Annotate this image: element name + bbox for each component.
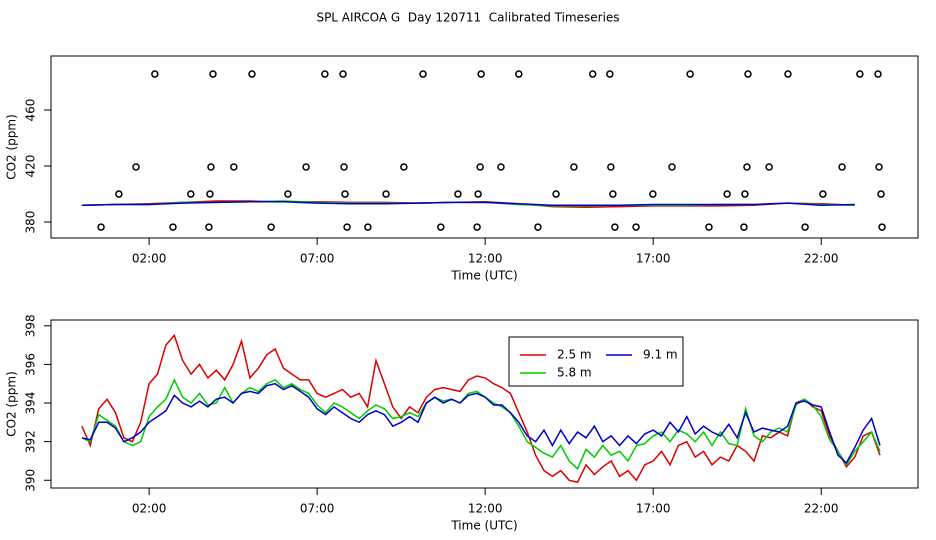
x-tick-label: 02:00 bbox=[132, 252, 167, 266]
y-tick-label: 396 bbox=[24, 353, 38, 376]
outlier-point bbox=[686, 70, 694, 78]
plot-frame bbox=[50, 319, 919, 489]
y-tick-label: 460 bbox=[24, 99, 38, 122]
outlier-point bbox=[784, 70, 792, 78]
outlier-point bbox=[534, 223, 542, 231]
outlier-point bbox=[606, 70, 614, 78]
plot-frame bbox=[50, 55, 919, 239]
outlier-point bbox=[874, 70, 882, 78]
y-axis-title: CO2 (ppm) bbox=[5, 371, 19, 437]
x-axis-title: Time (UTC) bbox=[450, 519, 517, 533]
outlier-point bbox=[838, 163, 846, 171]
x-tick-label: 22:00 bbox=[804, 502, 839, 516]
x-axis-title: Time (UTC) bbox=[450, 269, 517, 283]
outlier-point bbox=[611, 223, 619, 231]
y-axis-title: CO2 (ppm) bbox=[5, 114, 19, 180]
series-line bbox=[81, 333, 881, 484]
outlier-point bbox=[209, 70, 217, 78]
outlier-point bbox=[187, 190, 195, 198]
outlier-point bbox=[400, 163, 408, 171]
x-tick-label: 12:00 bbox=[468, 502, 503, 516]
outlier-point bbox=[877, 190, 885, 198]
outlier-point bbox=[515, 70, 523, 78]
x-tick-label: 17:00 bbox=[636, 252, 671, 266]
outlier-point bbox=[474, 190, 482, 198]
outlier-point bbox=[632, 223, 640, 231]
outlier-point bbox=[169, 223, 177, 231]
outlier-point bbox=[477, 70, 485, 78]
outlier-point bbox=[343, 223, 351, 231]
outlier-point bbox=[230, 163, 238, 171]
outlier-point bbox=[419, 70, 427, 78]
series-line bbox=[81, 382, 881, 465]
outlier-point bbox=[497, 163, 505, 171]
outlier-point bbox=[801, 223, 809, 231]
x-tick-label: 02:00 bbox=[132, 502, 167, 516]
outlier-point bbox=[115, 190, 123, 198]
series-line bbox=[81, 378, 881, 470]
y-tick-label: 420 bbox=[24, 155, 38, 178]
outlier-point bbox=[206, 190, 214, 198]
x-tick-label: 07:00 bbox=[300, 502, 335, 516]
outlier-point bbox=[875, 163, 883, 171]
y-tick-label: 380 bbox=[24, 211, 38, 234]
outlier-point bbox=[723, 190, 731, 198]
outlier-point bbox=[341, 190, 349, 198]
x-tick-label: 07:00 bbox=[300, 252, 335, 266]
outlier-point bbox=[132, 163, 140, 171]
outlier-point bbox=[744, 70, 752, 78]
outlier-point bbox=[856, 70, 864, 78]
outlier-point bbox=[437, 223, 445, 231]
y-tick-label: 390 bbox=[24, 469, 38, 492]
outlier-point bbox=[364, 223, 372, 231]
legend-box bbox=[508, 336, 684, 387]
outlier-point bbox=[339, 70, 347, 78]
x-tick-label: 12:00 bbox=[468, 252, 503, 266]
y-tick-label: 394 bbox=[24, 392, 38, 415]
outlier-point bbox=[382, 190, 390, 198]
outlier-point bbox=[741, 190, 749, 198]
outlier-point bbox=[321, 70, 329, 78]
series-line bbox=[81, 200, 855, 206]
outlier-point bbox=[207, 163, 215, 171]
outlier-point bbox=[302, 163, 310, 171]
chart-title: SPL AIRCOA G Day 120711 Calibrated Times… bbox=[316, 11, 619, 25]
outlier-point bbox=[205, 223, 213, 231]
y-tick-label: 398 bbox=[24, 314, 38, 337]
legend-label: 9.1 m bbox=[643, 348, 678, 362]
outlier-point bbox=[570, 163, 578, 171]
outlier-point bbox=[97, 223, 105, 231]
outlier-point bbox=[609, 190, 617, 198]
outlier-point bbox=[740, 223, 748, 231]
outlier-point bbox=[473, 223, 481, 231]
legend-label: 5.8 m bbox=[557, 366, 592, 380]
outlier-point bbox=[819, 190, 827, 198]
outlier-point bbox=[284, 190, 292, 198]
outlier-point bbox=[765, 163, 773, 171]
outlier-point bbox=[607, 163, 615, 171]
outlier-point bbox=[267, 223, 275, 231]
outlier-point bbox=[248, 70, 256, 78]
outlier-point bbox=[743, 163, 751, 171]
x-tick-label: 17:00 bbox=[636, 502, 671, 516]
outlier-point bbox=[878, 223, 886, 231]
outlier-point bbox=[476, 163, 484, 171]
outlier-point bbox=[588, 70, 597, 78]
outlier-point bbox=[552, 190, 560, 198]
y-tick-label: 392 bbox=[24, 430, 38, 453]
outlier-point bbox=[151, 70, 159, 78]
x-tick-label: 22:00 bbox=[804, 252, 839, 266]
outlier-point bbox=[705, 223, 713, 231]
outlier-point bbox=[649, 190, 657, 198]
outlier-point bbox=[454, 190, 462, 198]
legend-label: 2.5 m bbox=[557, 348, 592, 362]
outlier-point bbox=[668, 163, 676, 171]
outlier-point bbox=[340, 163, 348, 171]
